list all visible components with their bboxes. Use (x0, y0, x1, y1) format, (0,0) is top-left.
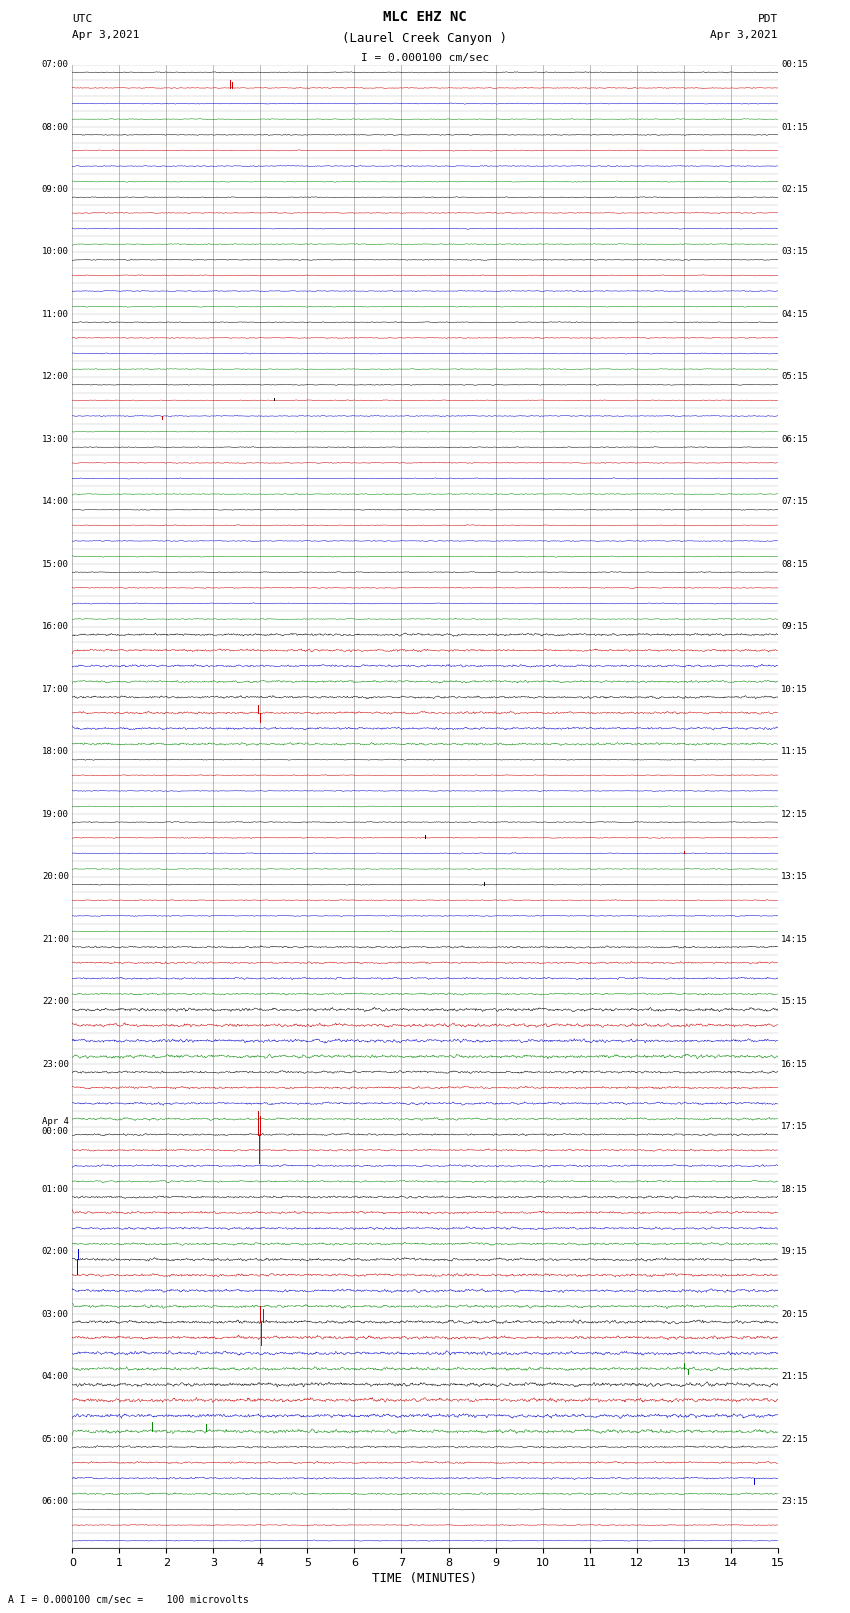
Text: 22:00: 22:00 (42, 997, 69, 1007)
Text: 04:15: 04:15 (781, 310, 808, 319)
Text: 15:15: 15:15 (781, 997, 808, 1007)
Text: 14:00: 14:00 (42, 497, 69, 506)
Text: 09:00: 09:00 (42, 185, 69, 194)
Text: 03:00: 03:00 (42, 1310, 69, 1319)
Text: UTC: UTC (72, 15, 93, 24)
Text: 10:00: 10:00 (42, 247, 69, 256)
Text: 06:00: 06:00 (42, 1497, 69, 1507)
Text: 19:00: 19:00 (42, 810, 69, 819)
Text: Apr 3,2021: Apr 3,2021 (72, 31, 139, 40)
Text: 07:00: 07:00 (42, 60, 69, 69)
Text: 17:15: 17:15 (781, 1123, 808, 1131)
Text: 21:00: 21:00 (42, 936, 69, 944)
Text: 18:00: 18:00 (42, 747, 69, 756)
Text: Apr 3,2021: Apr 3,2021 (711, 31, 778, 40)
Text: 12:15: 12:15 (781, 810, 808, 819)
Text: 23:00: 23:00 (42, 1060, 69, 1069)
Text: 00:15: 00:15 (781, 60, 808, 69)
Text: 01:00: 01:00 (42, 1184, 69, 1194)
Text: PDT: PDT (757, 15, 778, 24)
Text: 02:00: 02:00 (42, 1247, 69, 1257)
Text: 02:15: 02:15 (781, 185, 808, 194)
Text: 16:00: 16:00 (42, 623, 69, 631)
Text: MLC EHZ NC: MLC EHZ NC (383, 10, 467, 24)
Text: 13:15: 13:15 (781, 873, 808, 881)
Text: 10:15: 10:15 (781, 686, 808, 694)
Text: 20:00: 20:00 (42, 873, 69, 881)
Text: 08:15: 08:15 (781, 560, 808, 569)
Text: 11:00: 11:00 (42, 310, 69, 319)
Text: 19:15: 19:15 (781, 1247, 808, 1257)
Text: Apr 4
00:00: Apr 4 00:00 (42, 1118, 69, 1137)
Text: 08:00: 08:00 (42, 123, 69, 132)
Text: 07:15: 07:15 (781, 497, 808, 506)
Text: 21:15: 21:15 (781, 1373, 808, 1381)
Text: 05:00: 05:00 (42, 1434, 69, 1444)
Text: 22:15: 22:15 (781, 1434, 808, 1444)
Text: 12:00: 12:00 (42, 373, 69, 381)
Text: 06:15: 06:15 (781, 436, 808, 444)
Text: 04:00: 04:00 (42, 1373, 69, 1381)
Text: 23:15: 23:15 (781, 1497, 808, 1507)
Text: 11:15: 11:15 (781, 747, 808, 756)
Text: 16:15: 16:15 (781, 1060, 808, 1069)
Text: 09:15: 09:15 (781, 623, 808, 631)
Text: (Laurel Creek Canyon ): (Laurel Creek Canyon ) (343, 32, 507, 45)
X-axis label: TIME (MINUTES): TIME (MINUTES) (372, 1573, 478, 1586)
Text: 01:15: 01:15 (781, 123, 808, 132)
Text: 05:15: 05:15 (781, 373, 808, 381)
Text: 17:00: 17:00 (42, 686, 69, 694)
Text: 14:15: 14:15 (781, 936, 808, 944)
Text: A I = 0.000100 cm/sec =    100 microvolts: A I = 0.000100 cm/sec = 100 microvolts (8, 1595, 249, 1605)
Text: 20:15: 20:15 (781, 1310, 808, 1319)
Text: 13:00: 13:00 (42, 436, 69, 444)
Text: I = 0.000100 cm/sec: I = 0.000100 cm/sec (361, 53, 489, 63)
Text: 18:15: 18:15 (781, 1184, 808, 1194)
Text: 15:00: 15:00 (42, 560, 69, 569)
Text: 03:15: 03:15 (781, 247, 808, 256)
